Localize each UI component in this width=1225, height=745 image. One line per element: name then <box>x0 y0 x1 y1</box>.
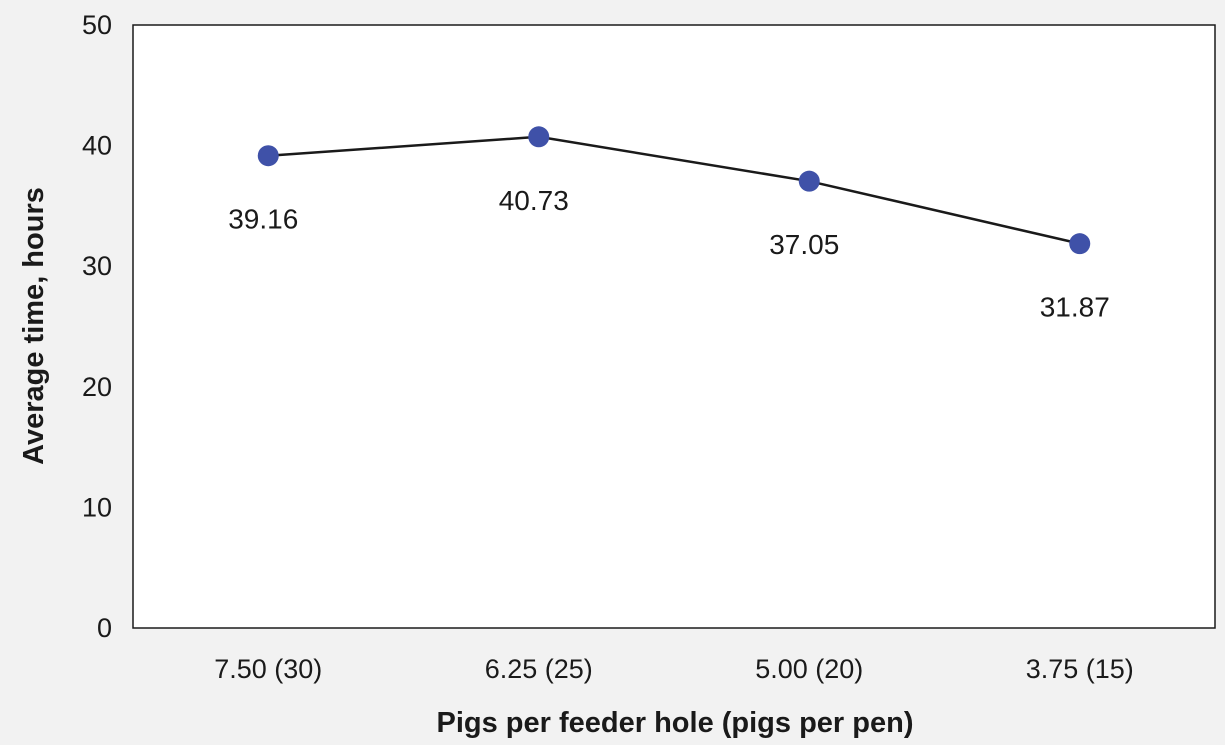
data-point <box>257 145 279 167</box>
plot-area <box>132 24 1216 629</box>
data-point <box>528 126 550 148</box>
data-label: 39.16 <box>228 204 298 235</box>
y-tick-label: 30 <box>82 251 112 281</box>
data-label: 40.73 <box>499 185 569 216</box>
data-point <box>798 170 820 192</box>
y-tick-label: 0 <box>97 613 112 643</box>
x-axis-title: Pigs per feeder hole (pigs per pen) <box>437 707 914 739</box>
x-tick-label: 5.00 (20) <box>755 654 863 684</box>
y-tick-label: 50 <box>82 10 112 40</box>
data-labels: 39.16 40.73 37.05 31.87 <box>228 185 1110 323</box>
data-point <box>1069 233 1091 255</box>
data-label: 31.87 <box>1040 292 1110 323</box>
y-tick-label: 40 <box>82 131 112 161</box>
x-tick-label: 6.25 (25) <box>485 654 593 684</box>
y-axis-title: Average time, hours <box>18 187 50 465</box>
y-tick-label: 20 <box>82 372 112 402</box>
x-tick-label: 3.75 (15) <box>1026 654 1134 684</box>
y-axis-ticks: 0 10 20 30 40 50 <box>82 10 112 643</box>
series-line-path <box>268 135 1081 245</box>
x-tick-label: 7.50 (30) <box>214 654 322 684</box>
series-line <box>257 126 1091 255</box>
x-axis-ticks: 7.50 (30) 6.25 (25) 5.00 (20) 3.75 (15) <box>214 654 1134 684</box>
y-tick-label: 10 <box>82 492 112 522</box>
data-label: 37.05 <box>769 229 839 260</box>
